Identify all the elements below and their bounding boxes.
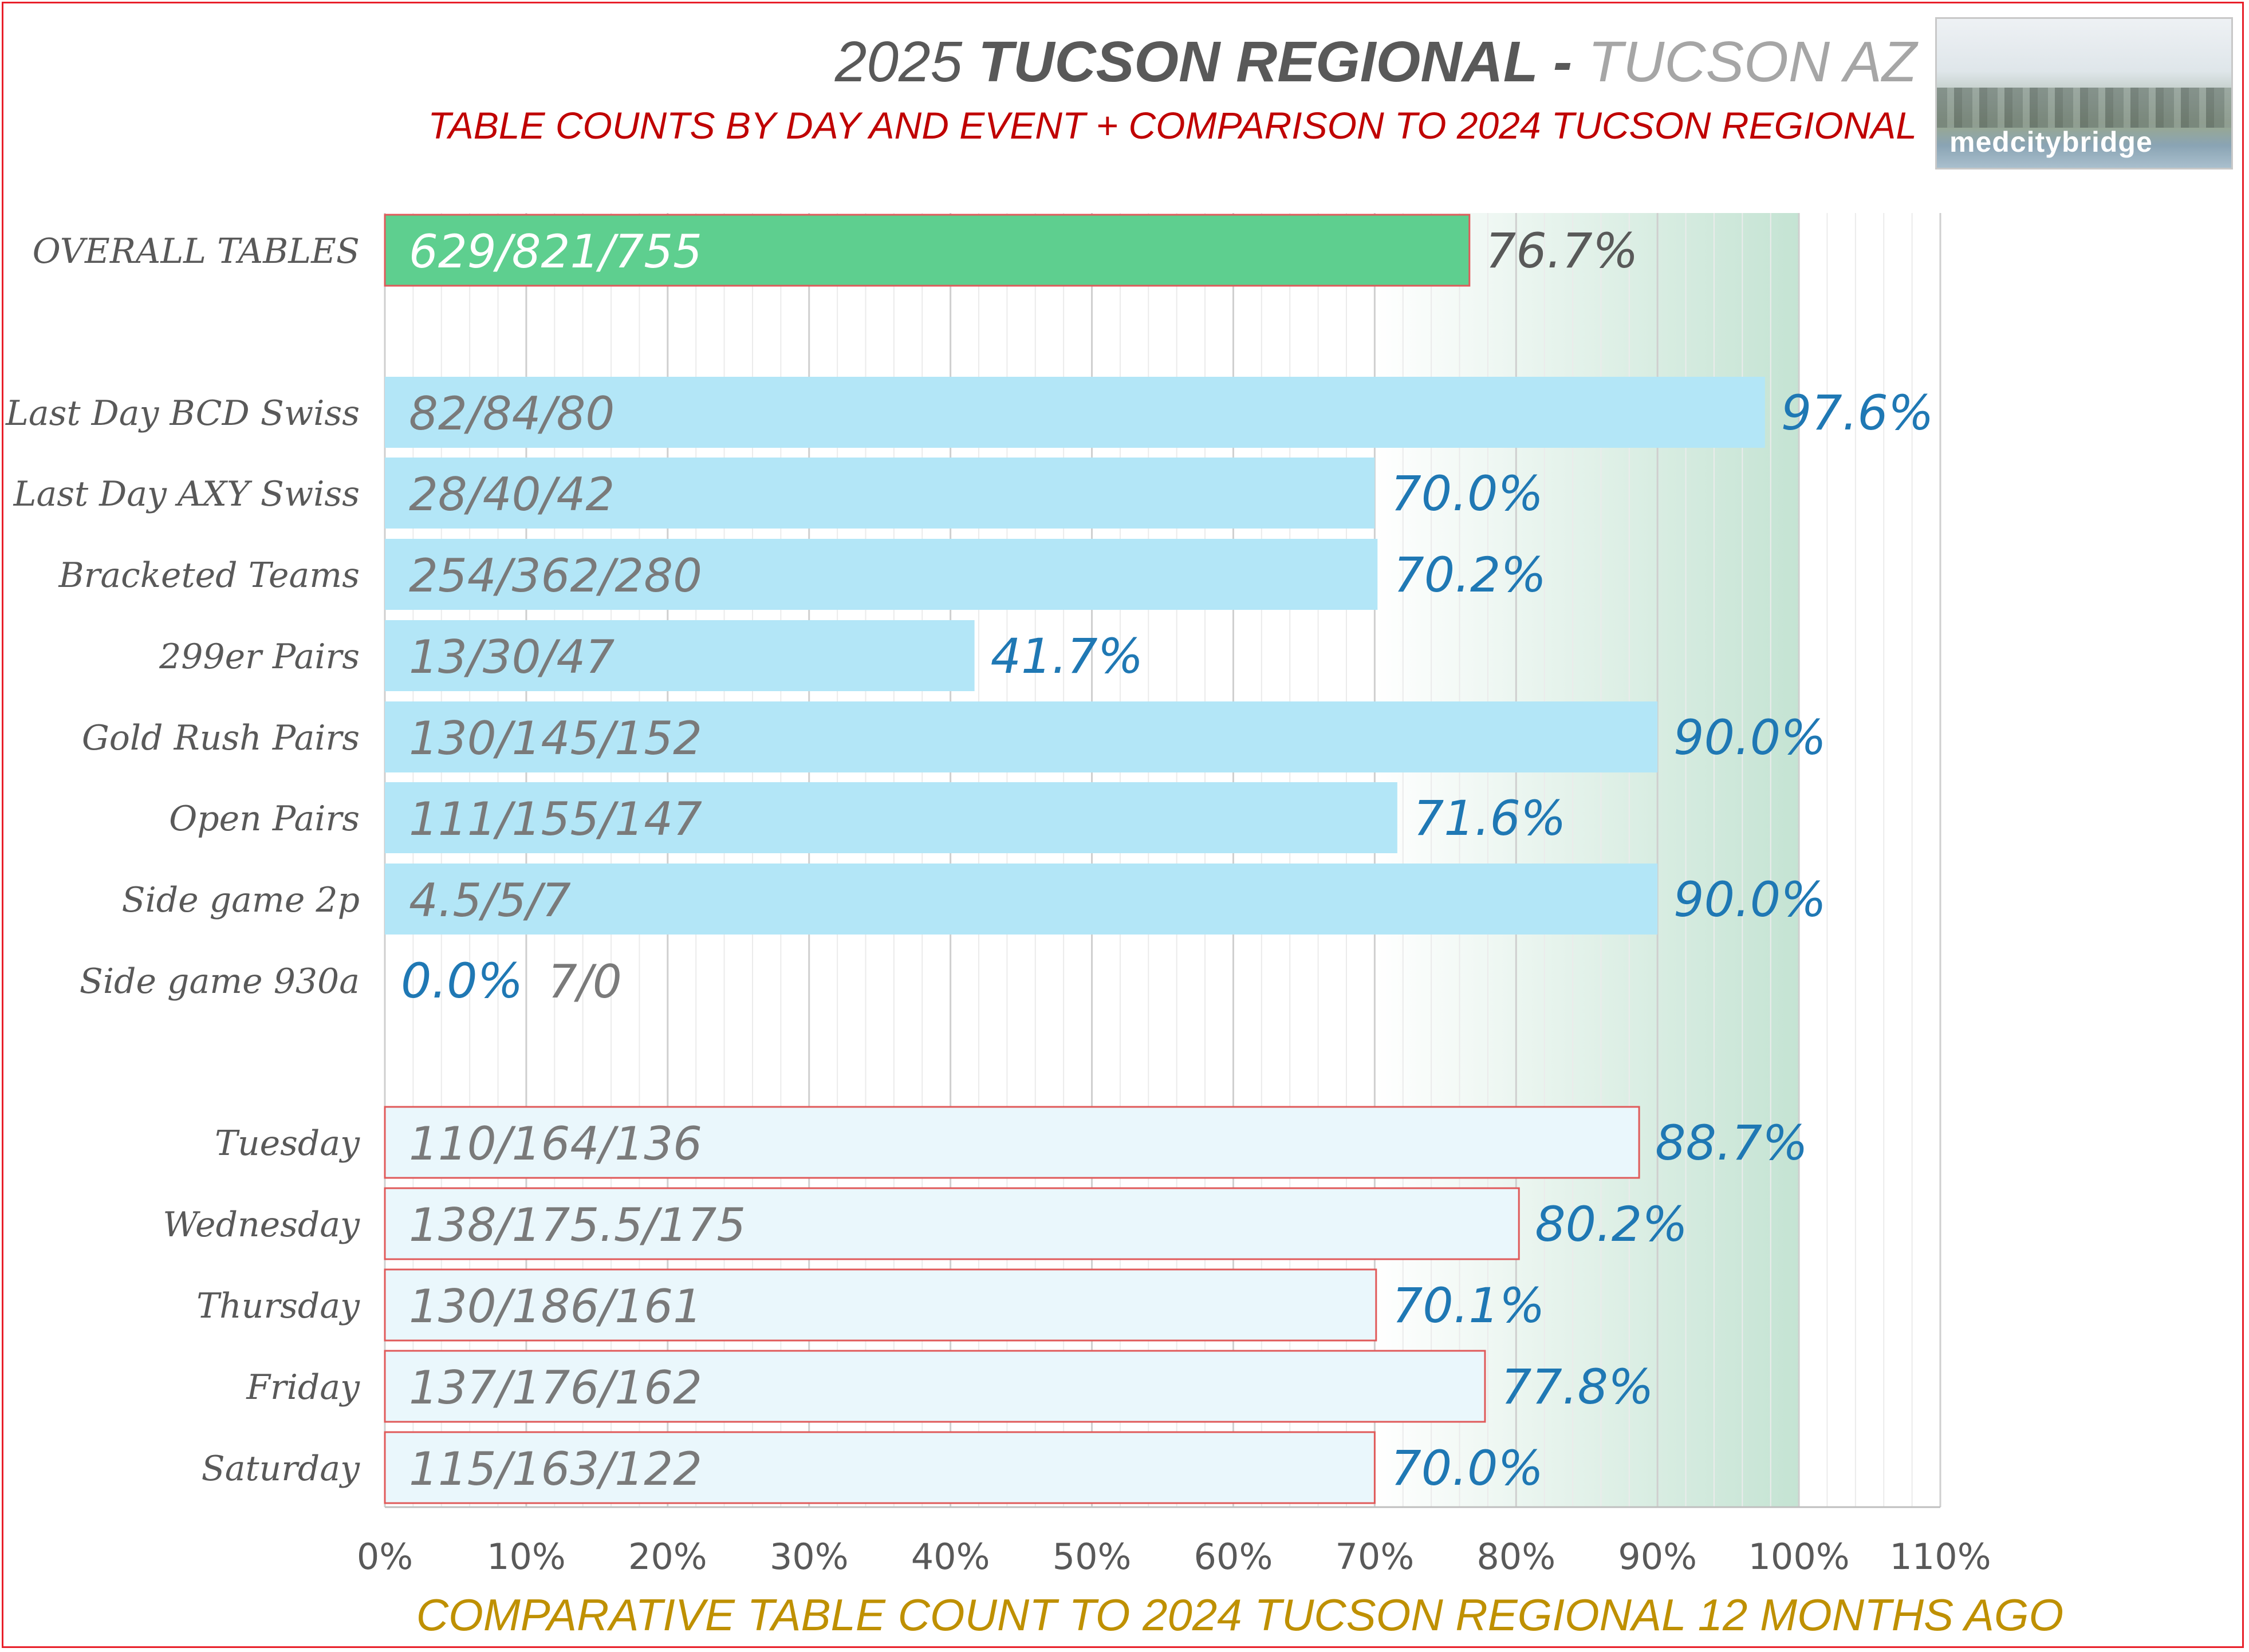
bar-count-label: 138/175.5/175 xyxy=(409,1198,746,1252)
title-event: TUCSON REGIONAL xyxy=(978,30,1538,94)
category-label: 299er Pairs xyxy=(159,637,360,677)
percent-label: 80.2% xyxy=(1535,1196,1688,1252)
bar-count-label: 137/176/162 xyxy=(409,1361,702,1414)
chart-subtitle: TABLE COUNTS BY DAY AND EVENT + COMPARIS… xyxy=(428,104,1917,147)
chart-title: 2025 TUCSON REGIONAL - TUCSON AZ xyxy=(428,27,1917,96)
x-tick-label: 90% xyxy=(1618,1536,1697,1578)
bar-count-label: 130/145/152 xyxy=(409,712,702,765)
x-tick-label: 60% xyxy=(1194,1536,1273,1578)
bar-count-label: 111/155/147 xyxy=(409,793,702,846)
bar-count-label: 82/84/80 xyxy=(409,387,615,440)
category-label: OVERALL TABLES xyxy=(33,231,360,271)
logo-skyline xyxy=(1937,88,2231,128)
x-tick-label: 20% xyxy=(628,1536,707,1578)
category-label: Gold Rush Pairs xyxy=(82,718,360,758)
x-tick-label: 40% xyxy=(911,1536,990,1578)
title-city: TUCSON AZ xyxy=(1588,30,1917,94)
x-tick-label: 80% xyxy=(1476,1536,1555,1578)
bar xyxy=(384,1350,1486,1423)
x-axis: 0% 10% 20% 30% 40% 50% 60% 70% 80% 90% 100% 110% xyxy=(357,1506,1991,1578)
bar-count-label: 110/164/136 xyxy=(409,1117,702,1170)
bar xyxy=(384,214,1471,287)
x-tick-label: 100% xyxy=(1748,1536,1849,1578)
bar xyxy=(385,864,1658,935)
bar-count-label: 629/821/755 xyxy=(409,225,702,278)
x-tick-label: 110% xyxy=(1889,1536,1991,1578)
bar-count-label: 7/0 xyxy=(548,955,622,1008)
medcitybridge-logo: medcitybridge xyxy=(1935,17,2233,169)
percent-label: 70.0% xyxy=(1391,466,1543,522)
x-axis-label: COMPARATIVE TABLE COUNT TO 2024 TUCSON R… xyxy=(416,1590,2063,1640)
percent-label: 77.8% xyxy=(1501,1359,1654,1415)
bar-count-label: 28/40/42 xyxy=(409,468,615,521)
bar xyxy=(385,539,1378,610)
x-tick-label: 30% xyxy=(770,1536,849,1578)
category-label: Saturday xyxy=(202,1449,360,1489)
bar xyxy=(384,1268,1377,1342)
bar xyxy=(385,701,1658,772)
category-label: Last Day BCD Swiss xyxy=(5,393,360,433)
bars xyxy=(384,214,1765,1504)
bar xyxy=(385,458,1375,529)
percent-label: 70.2% xyxy=(1393,547,1546,603)
percent-label: 70.0% xyxy=(1391,1440,1543,1496)
percent-label: 41.7% xyxy=(991,628,1144,684)
bar-count-label: 254/362/280 xyxy=(409,549,702,602)
bar xyxy=(384,1106,1640,1179)
x-tick-label: 0% xyxy=(357,1536,413,1578)
bar-count-label: 4.5/5/7 xyxy=(409,874,571,927)
category-label: Thursday xyxy=(196,1286,360,1326)
percent-label: 0.0% xyxy=(401,953,523,1009)
bar-count-label: 115/163/122 xyxy=(409,1442,702,1496)
category-label: Bracketed Teams xyxy=(58,555,360,596)
percent-label: 76.7% xyxy=(1486,223,1638,279)
bar-count-label: 130/186/161 xyxy=(409,1280,702,1333)
category-label: Open Pairs xyxy=(169,799,360,839)
percent-label: 90.0% xyxy=(1673,709,1826,766)
percent-label: 71.6% xyxy=(1413,790,1566,846)
title-year: 2025 xyxy=(834,30,963,94)
category-label: Wednesday xyxy=(163,1205,360,1245)
bar xyxy=(384,1187,1520,1260)
category-label: Tuesday xyxy=(215,1123,360,1164)
category-label: Last Day AXY Swiss xyxy=(13,474,360,514)
x-tick-label: 10% xyxy=(487,1536,566,1578)
percent-label: 97.6% xyxy=(1781,385,1934,441)
percent-label: 70.1% xyxy=(1392,1278,1545,1334)
logo-text: medcitybridge xyxy=(1949,126,2153,158)
bar-count-label: 13/30/47 xyxy=(409,630,615,684)
category-label: Side game 2p xyxy=(121,880,360,920)
category-label: Friday xyxy=(246,1367,360,1407)
title-dash: - xyxy=(1537,30,1588,94)
x-tick-label: 50% xyxy=(1053,1536,1132,1578)
bar xyxy=(385,377,1765,448)
bar xyxy=(385,782,1397,853)
labels: OVERALL TABLES 76.7% 629/821/755 Last Day B… xyxy=(5,223,1934,1496)
bar xyxy=(384,1431,1376,1504)
x-tick-label: 70% xyxy=(1335,1536,1414,1578)
bar xyxy=(385,620,975,691)
percent-label: 88.7% xyxy=(1655,1115,1808,1171)
percent-label: 90.0% xyxy=(1673,872,1826,928)
chart-title-block: 2025 TUCSON REGIONAL - TUCSON AZ TABLE C… xyxy=(428,27,1917,149)
category-label: Side game 930a xyxy=(80,961,360,1002)
